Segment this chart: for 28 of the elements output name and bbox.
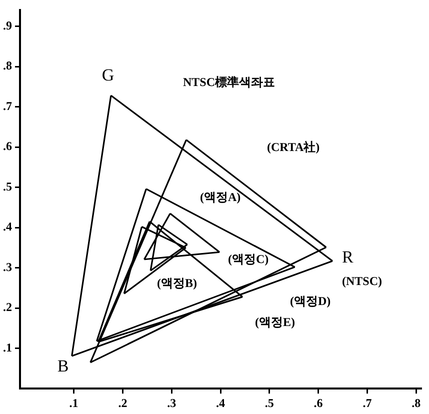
x-tick-label: .4 [216, 396, 225, 410]
annotation: B [57, 356, 69, 376]
y-tick-label: .6 [3, 139, 12, 154]
x-tick-label: .7 [362, 396, 372, 410]
x-tick-label: .1 [69, 396, 78, 410]
x-tick-label: .3 [167, 396, 176, 410]
y-tick-label: .5 [3, 179, 12, 194]
annotation: (NTSC) [342, 274, 382, 288]
annotation: NTSC標準색좌표 [183, 75, 276, 90]
annotation: G [102, 65, 114, 84]
x-tick-label: .5 [264, 396, 274, 410]
x-tick-label: .2 [118, 396, 128, 410]
y-tick-label: .3 [3, 260, 12, 274]
annotation: (CRTA社) [267, 140, 320, 154]
y-tick-label: .1 [3, 340, 12, 354]
y-tick-label: .2 [3, 300, 12, 314]
x-tick-label: .6 [314, 396, 323, 410]
y-tick-label: .4 [3, 220, 12, 234]
annotation: R [342, 247, 354, 266]
annotation: (액정B) [157, 276, 197, 290]
y-tick-label: .7 [3, 98, 12, 113]
annotation: (액정D) [290, 294, 331, 308]
y-tick-label: .9 [3, 18, 12, 32]
y-tick-label: .8 [3, 58, 12, 73]
x-tick-label: .8 [412, 396, 421, 410]
annotation: (액정C) [228, 252, 269, 266]
annotation: (액정E) [255, 315, 295, 330]
annotation: (액정A) [200, 190, 241, 204]
